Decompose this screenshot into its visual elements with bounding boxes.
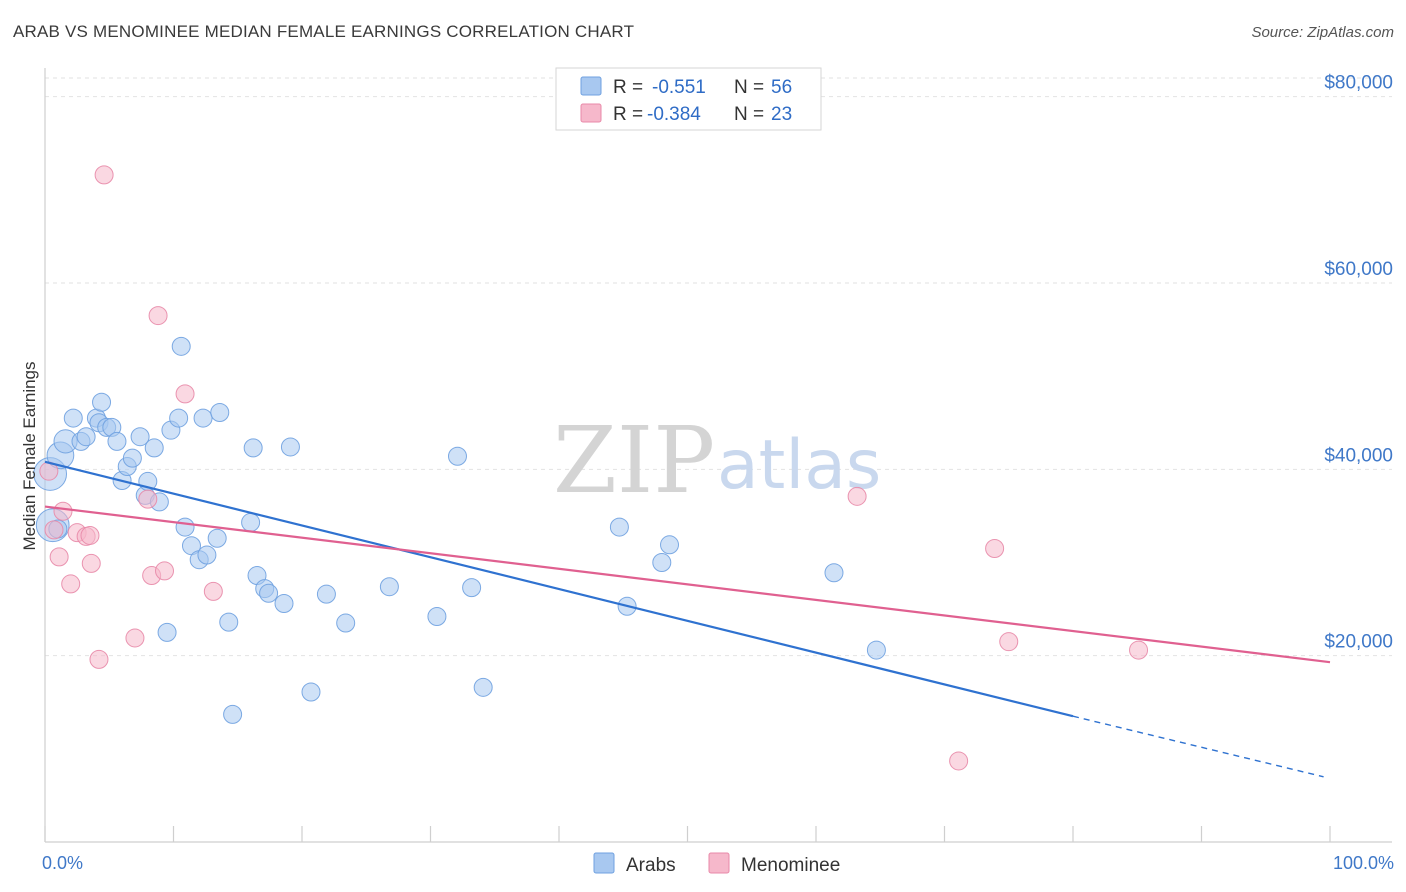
menominee-point-8 xyxy=(81,553,101,573)
legend-n-label-arabs: N = xyxy=(734,77,764,98)
menominee-point-16 xyxy=(175,384,195,404)
y-tick-label-20000: $20,000 xyxy=(1324,632,1393,653)
menominee-point-15 xyxy=(155,561,175,581)
legend-r-value-arabs: -0.551 xyxy=(652,77,706,98)
y-axis-label: Median Female Earnings xyxy=(20,362,39,551)
bottom-legend-label-menominee: Menominee xyxy=(741,855,840,876)
arabs-point-25 xyxy=(175,517,195,537)
arabs-point-21 xyxy=(157,622,177,642)
x-tick-label-max: 100.0% xyxy=(1333,853,1394,873)
arabs-point-47 xyxy=(462,578,482,598)
arabs-point-41 xyxy=(301,682,321,702)
menominee-point-20 xyxy=(985,539,1005,559)
arabs-point-28 xyxy=(193,408,213,428)
arabs-point-29 xyxy=(197,545,217,565)
arabs-point-46 xyxy=(447,446,467,466)
bottom-legend-swatch-arabs xyxy=(593,852,615,874)
series-menominee xyxy=(39,165,1149,771)
arabs-trend-line xyxy=(44,460,1074,718)
y-tick-label-60000: $60,000 xyxy=(1324,259,1393,280)
gridlines xyxy=(45,77,1392,657)
arabs-point-45 xyxy=(427,607,447,627)
x-ticks xyxy=(44,826,1331,842)
arabs-point-24 xyxy=(171,336,191,356)
arabs-point-32 xyxy=(219,612,239,632)
arabs-point-23 xyxy=(169,408,189,428)
y-tick-labels: $20,000 $40,000 $60,000 $80,000 xyxy=(1324,73,1393,653)
x-tick-label-min: 0.0% xyxy=(42,853,83,873)
menominee-point-12 xyxy=(138,489,158,509)
legend-r-label-menominee: R = xyxy=(613,104,643,125)
menominee-point-7 xyxy=(80,525,100,545)
menominee-point-2 xyxy=(49,547,69,567)
arabs-point-6 xyxy=(76,427,96,447)
arabs-point-42 xyxy=(316,584,336,604)
series-arabs xyxy=(33,336,886,724)
arabs-point-30 xyxy=(207,528,227,548)
menominee-point-10 xyxy=(94,165,114,185)
bottom-legend-label-arabs: Arabs xyxy=(626,855,676,876)
arabs-point-52 xyxy=(660,535,680,555)
menominee-point-1 xyxy=(44,520,64,540)
arabs-point-12 xyxy=(107,431,127,451)
arabs-point-39 xyxy=(274,593,294,613)
y-tick-label-80000: $80,000 xyxy=(1324,73,1393,94)
series-legend: Arabs Menominee xyxy=(593,852,840,876)
arabs-point-40 xyxy=(280,437,300,457)
arabs-point-34 xyxy=(241,512,261,532)
arabs-point-15 xyxy=(122,448,142,468)
menominee-trend-line xyxy=(44,505,1331,664)
menominee-point-11 xyxy=(125,628,145,648)
legend-n-label-menominee: N = xyxy=(734,104,764,125)
menominee-point-19 xyxy=(949,751,969,771)
menominee-point-4 xyxy=(61,574,81,594)
arabs-point-9 xyxy=(92,392,112,412)
stats-legend: R = -0.551 N = 56 R = -0.384 N = 23 xyxy=(555,67,822,131)
arabs-point-16 xyxy=(130,427,150,447)
arabs-point-54 xyxy=(866,640,886,660)
legend-r-value-menominee: -0.384 xyxy=(647,104,701,125)
arabs-point-53 xyxy=(824,563,844,583)
source-note: Source: ZipAtlas.com xyxy=(1251,24,1394,41)
arabs-point-4 xyxy=(63,408,83,428)
arabs-point-44 xyxy=(379,577,399,597)
menominee-point-14 xyxy=(148,306,168,326)
arabs-point-33 xyxy=(223,704,243,724)
menominee-point-21 xyxy=(999,632,1019,652)
menominee-point-3 xyxy=(53,501,73,521)
legend-r-label-arabs: R = xyxy=(613,77,643,98)
arabs-point-35 xyxy=(243,438,263,458)
trend-lines xyxy=(44,460,1331,778)
arabs-point-43 xyxy=(336,613,356,633)
arabs-point-38 xyxy=(259,583,279,603)
arabs-trend-extension xyxy=(1072,715,1324,778)
legend-swatch-arabs xyxy=(580,76,602,96)
menominee-point-22 xyxy=(1129,640,1149,660)
watermark-zip: ZIP xyxy=(553,407,715,514)
arabs-point-51 xyxy=(652,552,672,572)
arabs-point-49 xyxy=(609,517,629,537)
chart-title: ARAB VS MENOMINEE MEDIAN FEMALE EARNINGS… xyxy=(13,22,635,41)
watermark: ZIP atlas xyxy=(553,407,881,514)
arabs-point-31 xyxy=(210,402,230,422)
arabs-point-48 xyxy=(473,677,493,697)
legend-n-value-arabs: 56 xyxy=(771,77,792,98)
axes xyxy=(44,68,1392,843)
bottom-legend-swatch-menominee xyxy=(708,852,730,874)
legend-swatch-menominee xyxy=(580,103,602,123)
arabs-point-19 xyxy=(144,438,164,458)
menominee-point-17 xyxy=(203,581,223,601)
menominee-point-9 xyxy=(89,649,109,669)
y-tick-label-40000: $40,000 xyxy=(1324,445,1393,466)
legend-n-value-menominee: 23 xyxy=(771,104,792,125)
menominee-point-18 xyxy=(847,486,867,506)
